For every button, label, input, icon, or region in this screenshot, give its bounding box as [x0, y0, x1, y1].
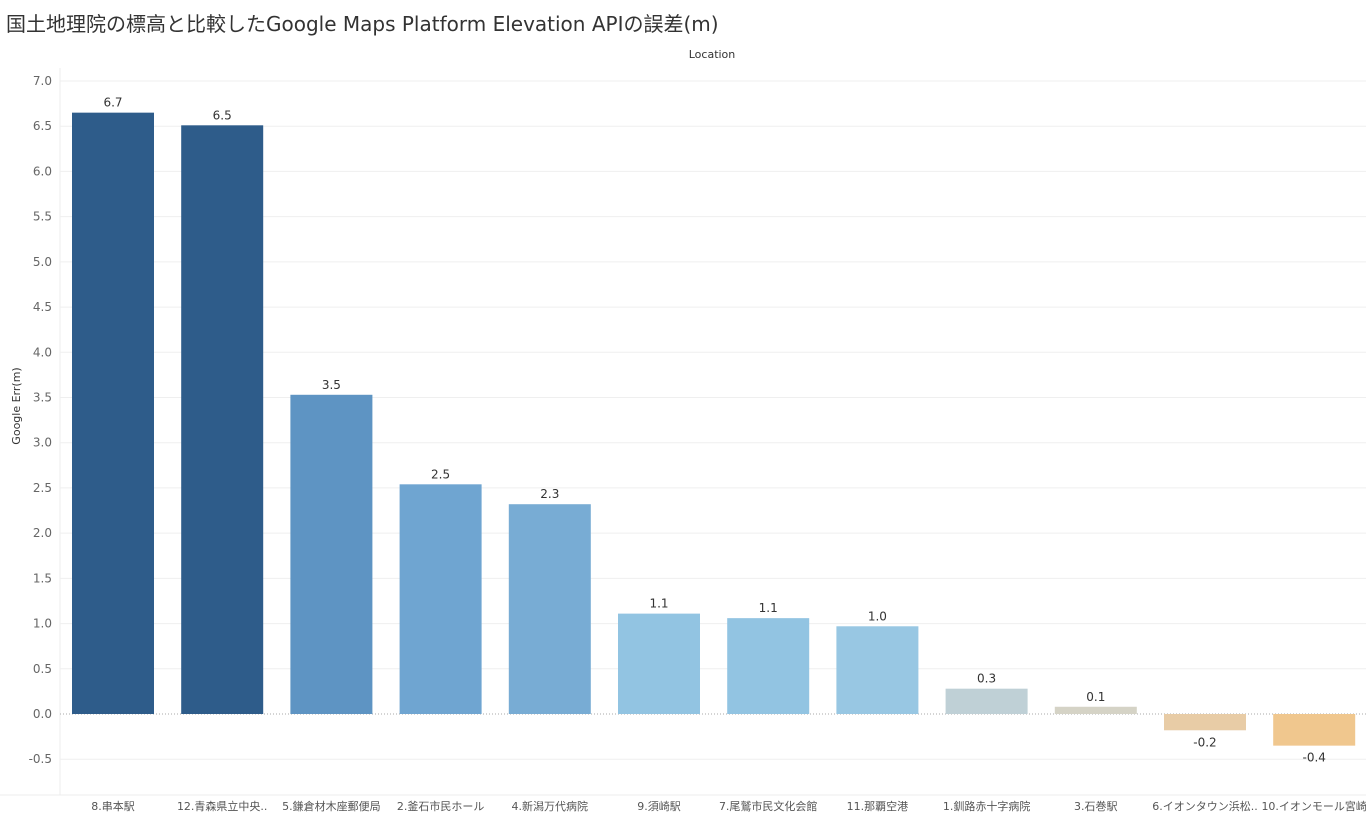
- bar[interactable]: [399, 484, 482, 714]
- y-tick-label: 0.0: [33, 707, 52, 721]
- bar-value-label: 1.1: [649, 597, 668, 611]
- category-label: 12.青森県立中央..: [177, 799, 268, 813]
- y-tick-label: 1.0: [33, 617, 52, 631]
- bar[interactable]: [1054, 706, 1137, 714]
- bar[interactable]: [727, 618, 810, 714]
- bar-value-label: 2.3: [540, 487, 559, 501]
- bar[interactable]: [290, 394, 373, 714]
- bar-value-label: 2.5: [431, 467, 450, 481]
- category-label: 10.イオンモール宮崎: [1261, 799, 1366, 813]
- y-tick-label: 6.0: [33, 164, 52, 178]
- y-tick-label: 4.0: [33, 345, 52, 359]
- chart-title: 国土地理院の標高と比較したGoogle Maps Platform Elevat…: [6, 12, 719, 36]
- category-label: 11.那覇空港: [847, 799, 909, 813]
- bar-value-label: 3.5: [322, 378, 341, 392]
- category-label: 8.串本駅: [91, 799, 135, 813]
- bar[interactable]: [508, 504, 591, 714]
- y-tick-label: 4.5: [33, 300, 52, 314]
- category-label: 7.尾鷲市民文化会館: [719, 799, 818, 813]
- y-tick-label: 2.0: [33, 526, 52, 540]
- category-label: 2.釜石市民ホール: [397, 799, 485, 813]
- y-axis-title: Google Err(m): [10, 367, 23, 444]
- y-tick-label: 2.5: [33, 481, 52, 495]
- bar[interactable]: [1273, 714, 1356, 746]
- y-tick-label: 3.5: [33, 391, 52, 405]
- category-label: 1.釧路赤十字病院: [943, 799, 1031, 813]
- category-label: 3.石巻駅: [1074, 800, 1118, 813]
- category-label: 4.新潟万代病院: [512, 799, 589, 813]
- bar[interactable]: [1164, 714, 1246, 731]
- y-tick-label: 3.0: [33, 436, 52, 450]
- bar[interactable]: [618, 613, 700, 714]
- category-label: 9.須崎駅: [637, 799, 681, 813]
- y-tick-label: 5.0: [33, 255, 52, 269]
- y-tick-label: 6.5: [33, 119, 52, 133]
- y-tick-label: 5.5: [33, 210, 52, 224]
- gridlines: [0, 68, 1366, 796]
- bar-value-label: 1.1: [759, 601, 778, 615]
- bar-value-label: 1.0: [868, 609, 887, 623]
- y-tick-label: 0.5: [33, 662, 52, 676]
- bar[interactable]: [72, 112, 154, 714]
- bar[interactable]: [181, 125, 264, 714]
- x-axis-categories: 8.串本駅 12.青森県立中央.. 5.鎌倉材木座郵便局 2.釜石市民ホール 4.新潟万…: [91, 799, 1366, 813]
- bars: [72, 112, 1356, 746]
- bar-value-label: 6.7: [103, 96, 122, 110]
- bar-value-label: 0.3: [977, 672, 996, 686]
- y-tick-label: 7.0: [33, 74, 52, 88]
- y-tick-label: 1.5: [33, 571, 52, 585]
- y-tick-label: -0.5: [29, 752, 52, 766]
- column-header-label: Location: [689, 48, 736, 61]
- bar[interactable]: [945, 688, 1028, 714]
- bar-value-label: -0.2: [1193, 735, 1216, 749]
- bar-value-label: 6.5: [213, 108, 232, 122]
- category-label: 5.鎌倉材木座郵便局: [282, 799, 381, 813]
- bar[interactable]: [836, 626, 919, 714]
- y-axis-ticks: -0.5 0.0 0.5 1.0 1.5 2.0 2.5 3.0 3.5 4.0 4.5 5.0 5.5…: [29, 74, 52, 766]
- category-label: 6.イオンタウン浜松..: [1152, 799, 1258, 813]
- bar-value-label: 0.1: [1086, 690, 1105, 704]
- bar-value-label: -0.4: [1302, 751, 1325, 765]
- data-labels: 6.7 6.5 3.5 2.5 2.3 1.1 1.1 1.0 0.3 0.1 -0.2 -0.4: [103, 96, 1325, 765]
